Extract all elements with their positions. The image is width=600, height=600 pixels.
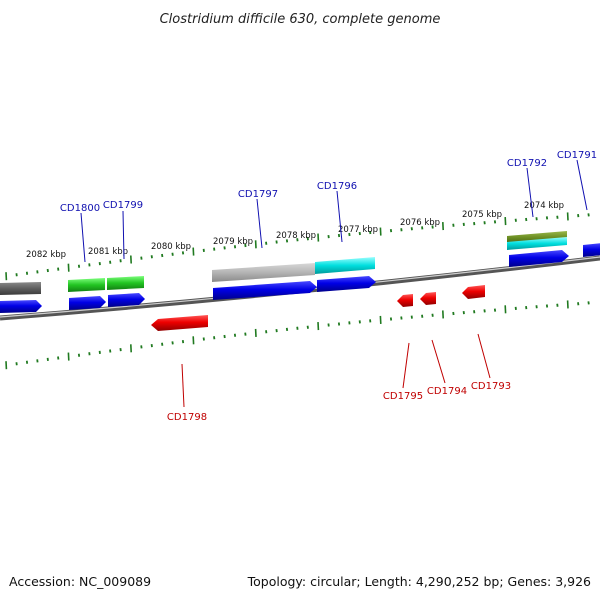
reverse-genes: [151, 285, 485, 331]
kbp-label-2075: 2075 kbp: [462, 210, 502, 220]
forward-label-leaders: [80, 159, 588, 263]
leader-line: [80, 212, 86, 263]
feature-gray: [212, 263, 315, 282]
gene-label-cd1800[interactable]: CD1800: [60, 203, 100, 214]
kbp-label-2078: 2078 kbp: [276, 231, 316, 241]
leader-line: [181, 363, 185, 408]
kbp-label-2077: 2077 kbp: [338, 225, 378, 235]
gene-label-cd1796[interactable]: CD1796: [317, 181, 357, 192]
gene-label-cd1795[interactable]: CD1795: [383, 391, 423, 402]
leader-line: [402, 342, 410, 389]
forward-genes: [0, 243, 600, 313]
gene-label-cd1799[interactable]: CD1799: [103, 200, 143, 211]
leader-line: [576, 159, 588, 211]
feature-green: [68, 278, 105, 292]
inner-tick-ring: [5, 300, 590, 370]
gene-arrow-forward[interactable]: [108, 293, 145, 307]
gene-arrow-forward[interactable]: [69, 296, 106, 310]
gene-label-cd1793[interactable]: CD1793: [471, 381, 511, 392]
gene-label-cd1797[interactable]: CD1797: [238, 189, 278, 200]
feature-dark: [0, 282, 41, 295]
gene-arrow-forward[interactable]: [0, 300, 42, 313]
leader-line: [477, 333, 491, 379]
kbp-label-2074: 2074 kbp: [524, 201, 564, 211]
leader-line: [122, 210, 125, 260]
gene-arrow-forward[interactable]: [213, 281, 317, 300]
feature-track: [0, 231, 567, 295]
leader-line: [256, 198, 263, 249]
kbp-label-2076: 2076 kbp: [400, 218, 440, 228]
reverse-label-leaders: [181, 333, 491, 408]
kbp-label-2080: 2080 kbp: [151, 242, 191, 252]
leader-line: [526, 167, 534, 218]
gene-arrow-reverse[interactable]: [151, 315, 208, 331]
map-title: Clostridium difficile 630, complete geno…: [160, 12, 441, 27]
accession-text: Accession: NC_009089: [9, 574, 151, 589]
kbp-label-2079: 2079 kbp: [213, 237, 253, 247]
gene-label-cd1794[interactable]: CD1794: [427, 386, 467, 397]
gene-label-cd1791[interactable]: CD1791: [557, 150, 597, 161]
feature-green: [107, 276, 144, 290]
gene-label-cd1792[interactable]: CD1792: [507, 158, 547, 169]
topology-text: Topology: circular; Length: 4,290,252 bp…: [247, 574, 591, 589]
gene-arrow-forward[interactable]: [583, 243, 600, 257]
gene-arrow-reverse[interactable]: [397, 294, 413, 307]
kbp-label-2082: 2082 kbp: [26, 250, 66, 260]
gene-label-cd1798[interactable]: CD1798: [167, 412, 207, 423]
leader-line: [431, 339, 446, 384]
kbp-label-2081: 2081 kbp: [88, 247, 128, 257]
feature-cyan: [315, 257, 375, 274]
gene-arrow-forward[interactable]: [317, 276, 376, 292]
gene-arrow-forward[interactable]: [509, 250, 569, 267]
outer-tick-ring: [5, 212, 590, 281]
gene-arrow-reverse[interactable]: [420, 292, 436, 305]
feature-cyan: [507, 237, 567, 250]
leader-line: [336, 190, 343, 243]
gene-arrow-reverse[interactable]: [462, 285, 485, 299]
